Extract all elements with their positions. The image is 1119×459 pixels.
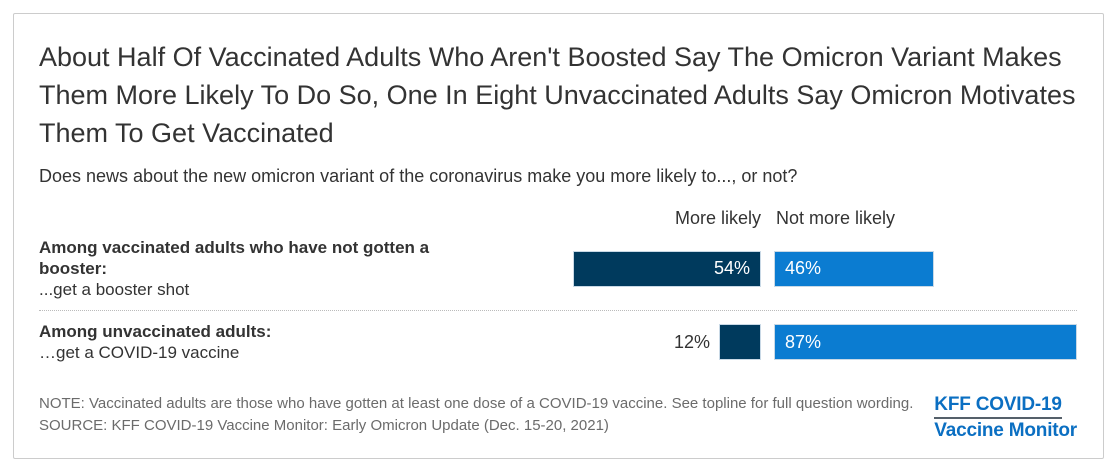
logo-line1: KFF COVID-19 [934,393,1062,419]
bar-value-label: 54% [713,258,750,278]
chart-title: About Half Of Vaccinated Adults Who Aren… [39,42,1076,148]
bar-value-label: 87% [785,331,822,352]
column-header-not-more-likely: Not more likely [776,208,896,228]
bar-not-more-likely: 87% [774,324,1077,360]
note-text: NOTE: Vaccinated adults are those who ha… [39,395,914,412]
chart-footer: NOTE: Vaccinated adults are those who ha… [39,393,1077,442]
row-item-label: ...get a booster shot [39,280,190,299]
bar-not-more-likely: 46% [774,250,934,287]
chart-row-vaccinated-not-boosted: Among vaccinated adults who have not got… [39,237,1077,311]
logo-line2: Vaccine Monitor [934,420,1077,441]
chart-card: About Half Of Vaccinated Adults Who Aren… [13,13,1104,459]
bar-chart: More likely Not more likely Among vaccin… [39,207,1077,375]
kff-vaccine-monitor-logo: KFF COVID-19 Vaccine Monitor [934,393,1077,442]
row-label: Among vaccinated adults who have not got… [39,237,561,300]
chart-subtitle: Does news about the new omicron variant … [39,166,798,186]
row-group-label: Among unvaccinated adults: [39,322,272,341]
bar-value-label-outside: 12% [673,331,710,352]
column-header-more-likely: More likely [674,208,761,228]
bar-value-label: 46% [785,258,822,278]
row-label: Among unvaccinated adults: …get a COVID-… [39,321,561,363]
chart-row-unvaccinated: Among unvaccinated adults: …get a COVID-… [39,311,1077,375]
bar-more-likely [719,324,761,360]
row-group-label: Among vaccinated adults who have not got… [39,238,430,278]
bar-more-likely: 54% [573,250,761,287]
notes-block: NOTE: Vaccinated adults are those who ha… [39,393,913,437]
row-item-label: …get a COVID-19 vaccine [39,343,240,362]
source-text: SOURCE: KFF COVID-19 Vaccine Monitor: Ea… [39,417,609,434]
column-headers: More likely Not more likely [39,207,1077,229]
